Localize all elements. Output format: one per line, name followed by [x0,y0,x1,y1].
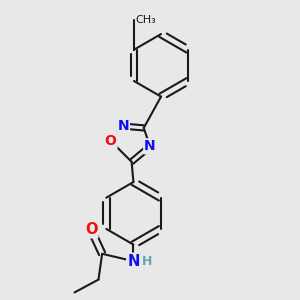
Text: O: O [85,222,98,237]
Text: N: N [117,119,129,133]
Text: CH₃: CH₃ [136,15,157,25]
Text: H: H [142,255,153,268]
Text: O: O [105,134,117,148]
Text: N: N [144,139,156,153]
Text: N: N [127,254,140,269]
